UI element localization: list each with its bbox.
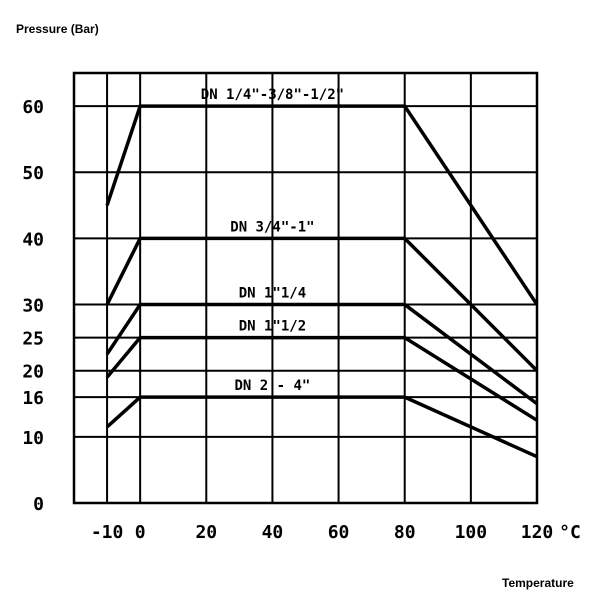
series-line-4 (105, 395, 538, 459)
series-label-4: DN 2 - 4" (234, 378, 310, 394)
x-tick-label: 100 (455, 522, 488, 543)
y-tick-label: 20 (22, 362, 44, 383)
y-tick-label: 30 (22, 296, 44, 317)
x-tick-label: 0 (135, 522, 146, 543)
x-tick-label: 40 (262, 522, 284, 543)
y-axis-title: Pressure (Bar) (16, 22, 99, 36)
x-tick-label: 80 (394, 522, 416, 543)
series-line-1 (105, 236, 539, 372)
x-unit-label: °C (559, 522, 581, 543)
x-tick-label: 60 (328, 522, 350, 543)
series-label-3: DN 1"1/2 (239, 319, 306, 335)
x-axis-title: Temperature (502, 576, 574, 590)
y-tick-label: 25 (22, 329, 44, 350)
series-line-3 (105, 335, 538, 422)
series-label-1: DN 3/4"-1" (230, 219, 314, 235)
x-tick-label: 120 (521, 522, 554, 543)
x-tick-label: -10 (91, 522, 124, 543)
series-label-0: DN 1/4"-3/8"-1/2" (201, 87, 344, 103)
y-tick-label: 10 (22, 428, 44, 449)
y-tick-label: 16 (22, 388, 44, 409)
plot-frame (72, 71, 539, 505)
y-tick-label: 60 (22, 97, 44, 118)
y-tick-label: 40 (22, 229, 44, 250)
series-line-2 (105, 302, 539, 406)
series-line-0 (105, 104, 539, 306)
y-tick-label: 0 (33, 494, 44, 515)
x-tick-label: 20 (195, 522, 217, 543)
y-tick-label: 50 (22, 163, 44, 184)
series-label-2: DN 1"1/4 (239, 286, 306, 302)
